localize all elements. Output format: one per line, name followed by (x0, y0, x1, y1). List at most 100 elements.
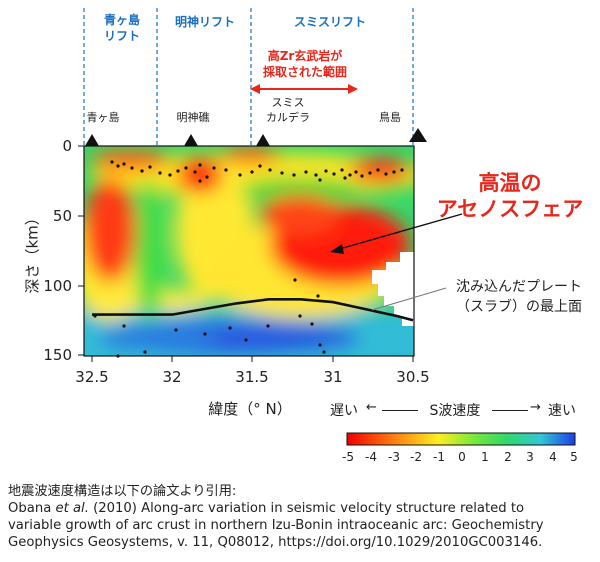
hypocenter (298, 314, 302, 318)
hypocenter (376, 168, 380, 172)
hypocenter (116, 164, 120, 168)
citation-line-2: variable growth of arc crust in northern… (8, 518, 544, 533)
colorbar-right-line (492, 410, 528, 411)
hypocenter (292, 173, 296, 177)
colorbar-tick: 4 (549, 450, 557, 464)
colorbar-tick: -2 (410, 450, 422, 464)
plot-frame (83, 145, 415, 357)
colorbar-tick: 3 (526, 450, 534, 464)
y-tick-label: 50 (52, 207, 72, 225)
colorbar-tick: -3 (388, 450, 400, 464)
x-tick-label: 31 (323, 368, 343, 386)
station-marker-aogashima (85, 134, 99, 146)
hypocenter (348, 173, 352, 177)
colorbar-tick: 1 (481, 450, 489, 464)
y-ticks (78, 145, 84, 356)
hypocenter (360, 174, 364, 178)
station-markers (85, 128, 427, 146)
colorbar-tick: 5 (570, 450, 578, 464)
slab-top-line (92, 298, 414, 322)
station-marker-myojinsho (184, 134, 198, 146)
x-ticks (91, 356, 414, 362)
hypocenter (158, 171, 162, 175)
hypocenter (110, 160, 114, 164)
station-label-torishima: 鳥島 (379, 111, 401, 124)
hypocenter (322, 350, 326, 354)
hypocenter (198, 179, 202, 183)
hypocenter (212, 166, 216, 170)
y-tick-label: 150 (43, 346, 72, 364)
hypocenter (268, 168, 272, 172)
citation-line-3: Geophysics Geosystems, v. 11, Q08012, ht… (8, 535, 543, 550)
hypocenter (304, 170, 308, 174)
hypocenter (354, 170, 358, 174)
hypocenter (392, 170, 396, 174)
hypocenter (318, 178, 322, 182)
colorbar-tick: 2 (504, 450, 512, 464)
hypocenter (198, 163, 202, 167)
station-label-myojinsho: 明神礁 (176, 111, 210, 124)
hypocenter (340, 168, 344, 172)
velocity-heatmap (84, 146, 414, 356)
x-tick-label: 32.5 (75, 368, 109, 386)
colorbar-title: S波速度 (429, 403, 481, 419)
y-tick-label: 0 (62, 137, 72, 155)
station-label-sumisu-caldera: スミス カルデラ (266, 96, 310, 124)
rift-label-sumisu: スミスリフト (293, 15, 366, 29)
y-tick-label: 100 (43, 277, 72, 295)
hypocenter (176, 169, 180, 173)
hypocenter (238, 173, 242, 177)
slow-label: 遅い (330, 403, 358, 419)
hypocenter (205, 175, 209, 179)
hypocenter (168, 173, 172, 177)
hypocenter (116, 354, 120, 358)
hypocenter (193, 170, 197, 174)
colorbar-left-line (382, 410, 418, 411)
x-axis-title: 緯度（° N） (208, 400, 292, 418)
hypocenter (384, 172, 388, 176)
hypocenter (316, 294, 320, 298)
asthenosphere-arrow (330, 213, 463, 254)
hypocenter (184, 166, 188, 170)
colorbar-header: 遅い ← S波速度 → 速い (330, 400, 580, 420)
hypocenter (318, 343, 322, 347)
station-marker-sumisu (256, 134, 270, 146)
colorbar (346, 432, 576, 446)
x-tick-label: 32 (162, 368, 182, 386)
colorbar-tick: -4 (365, 450, 377, 464)
colorbar-tick: -1 (433, 450, 445, 464)
y-axis-title: 深さ（km） (23, 210, 42, 294)
colorbar-tick: 0 (458, 450, 466, 464)
hypocenter (310, 322, 314, 326)
citation-line-1: Obana et al. (2010) Along-arc variation … (8, 501, 525, 516)
rift-label-myojin: 明神リフト (174, 15, 235, 29)
slab-leader-line (371, 287, 447, 311)
hypocenter (203, 332, 207, 336)
hypocenter (122, 162, 126, 166)
hypocenter (332, 172, 336, 176)
hypocenter (244, 338, 248, 342)
rift-boundaries (83, 8, 414, 146)
x-tick-label: 30.5 (396, 368, 430, 386)
hypocenter (143, 350, 147, 354)
asthenosphere-label: 高温の アセノスフェア (436, 171, 584, 221)
zr-range-arrow (250, 84, 358, 94)
high-zr-basalt-note: 高Zr玄武岩が 採取された範囲 (262, 49, 347, 79)
hypocenter (324, 169, 328, 173)
hypocenter (258, 164, 262, 168)
velocity-chart (78, 8, 463, 362)
hypocenter (224, 168, 228, 172)
slab-label: 沈み込んだプレート （スラブ）の最上面 (456, 279, 582, 315)
hypocenter (280, 171, 284, 175)
fast-label: 速い (548, 403, 576, 419)
hypocenter (400, 168, 404, 172)
rift-label-aogashima: 青ヶ島 リフト (103, 13, 140, 43)
hypocenter (140, 169, 144, 173)
station-marker-torishima (409, 128, 427, 142)
hypocenter (148, 165, 152, 169)
hypocenter (130, 166, 134, 170)
hypocenter (368, 171, 372, 175)
colorbar-tick: -5 (342, 450, 354, 464)
hypocenter (250, 170, 254, 174)
hypocenter (314, 173, 318, 177)
